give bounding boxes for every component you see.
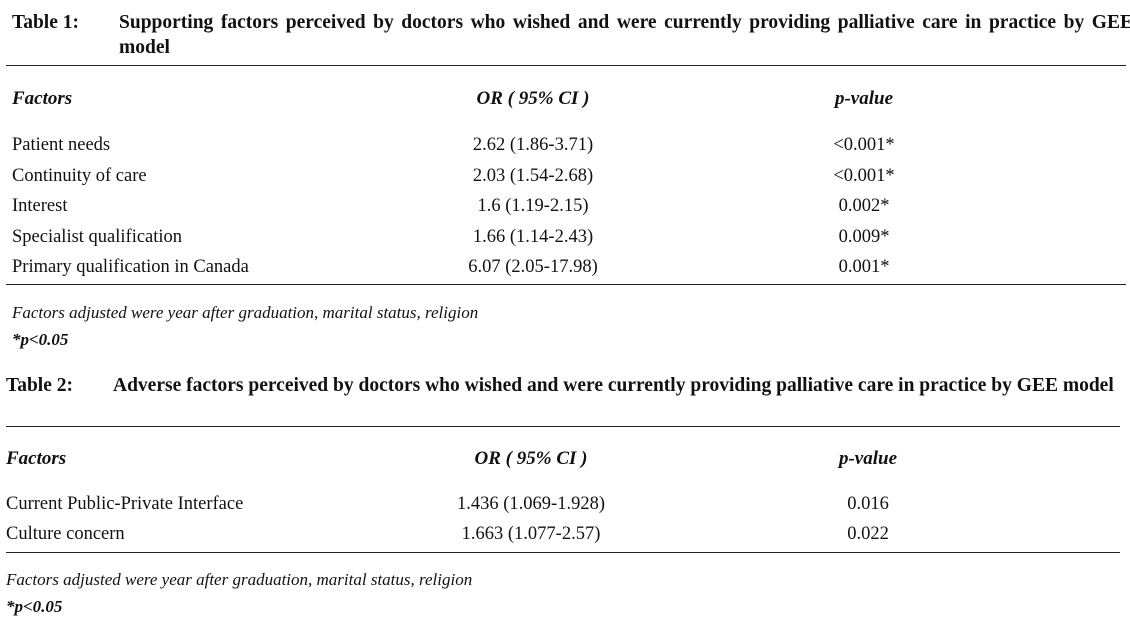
row-factor: Interest [12, 196, 68, 216]
table-1-top-rule [6, 65, 1126, 66]
table-1-header-factors: Factors [12, 88, 73, 109]
row-or: 6.07 (2.05-17.98) [468, 257, 598, 277]
row-factor: Specialist qualification [12, 227, 183, 247]
table-2-label: Table 2: [6, 375, 74, 396]
table-2-header-or: OR ( 95% CI ) [474, 448, 588, 469]
row-or: 1.436 (1.069-1.928) [457, 494, 605, 514]
row-factor: Patient needs [12, 135, 111, 155]
table-1-header-pvalue: p-value [834, 88, 894, 109]
table-2-top-rule [6, 426, 1120, 427]
row-or: 1.66 (1.14-2.43) [472, 227, 594, 247]
row-or: 1.6 (1.19-2.15) [477, 196, 589, 216]
row-or: 2.03 (1.54-2.68) [472, 166, 594, 186]
row-pvalue: <0.001* [833, 135, 895, 155]
table-2-bottom-rule [6, 552, 1120, 553]
row-or: 2.62 (1.86-3.71) [472, 135, 594, 155]
row-pvalue: 0.022 [847, 524, 889, 544]
table-2-caption-text: Adverse factors perceived by doctors who… [113, 375, 1114, 396]
table-1-footnote: Factors adjusted were year after graduat… [12, 303, 479, 322]
table-2-footnote: Factors adjusted were year after graduat… [6, 570, 473, 589]
table-1-bottom-rule [6, 284, 1126, 285]
table-1-header-or: OR ( 95% CI ) [476, 88, 590, 109]
table-1-caption-text: Supporting factors perceived by doctors … [119, 12, 1130, 58]
table-2-header-factors: Factors [6, 448, 67, 469]
row-pvalue: 0.009* [838, 227, 890, 247]
row-pvalue: 0.001* [838, 257, 890, 277]
table-1-label: Table 1: [12, 12, 80, 33]
row-pvalue: <0.001* [833, 166, 895, 186]
table-1-significance-note: *p<0.05 [12, 330, 69, 349]
row-factor: Continuity of care [12, 166, 147, 186]
table-2-significance-note: *p<0.05 [6, 597, 63, 616]
row-or: 1.663 (1.077-2.57) [461, 524, 601, 544]
row-pvalue: 0.002* [838, 196, 890, 216]
row-factor: Culture concern [6, 524, 125, 544]
row-factor: Current Public-Private Interface [6, 494, 244, 514]
row-pvalue: 0.016 [847, 494, 889, 514]
row-factor: Primary qualification in Canada [12, 257, 249, 277]
table-2-header-pvalue: p-value [838, 448, 898, 469]
